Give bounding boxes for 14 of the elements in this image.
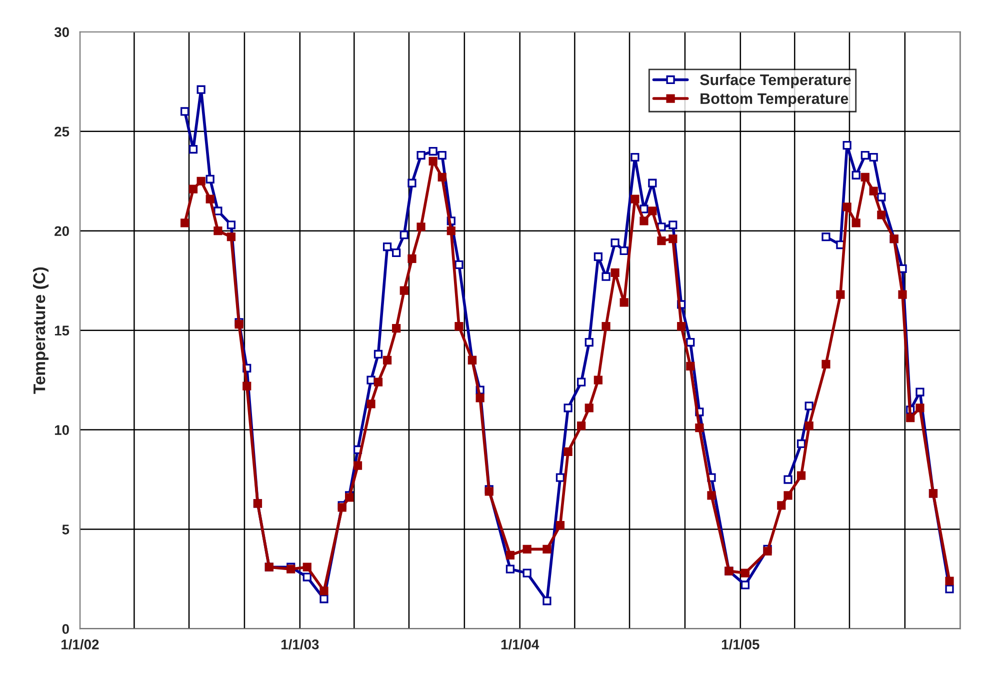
y-tick-label: 0 [62, 624, 69, 634]
x-tick-label: 1/1/05 [722, 639, 760, 650]
y-tick-label: 5 [62, 524, 70, 534]
y-tick-label: 30 [54, 27, 69, 38]
x-tick-label: 1/1/03 [281, 639, 319, 650]
y-tick-label: 10 [54, 425, 69, 435]
legend-label: Bottom Temperature [700, 93, 848, 108]
x-tick-label: 1/1/02 [62, 639, 99, 650]
y-tick-label: 25 [54, 126, 70, 137]
x-tick-label: 1/1/04 [501, 639, 540, 650]
y-tick-label: 15 [54, 326, 70, 336]
y-tick-label: 20 [54, 226, 69, 236]
legend-label: Surface Temperature [700, 74, 851, 88]
y-axis-title: Temperature (C) [32, 267, 49, 394]
